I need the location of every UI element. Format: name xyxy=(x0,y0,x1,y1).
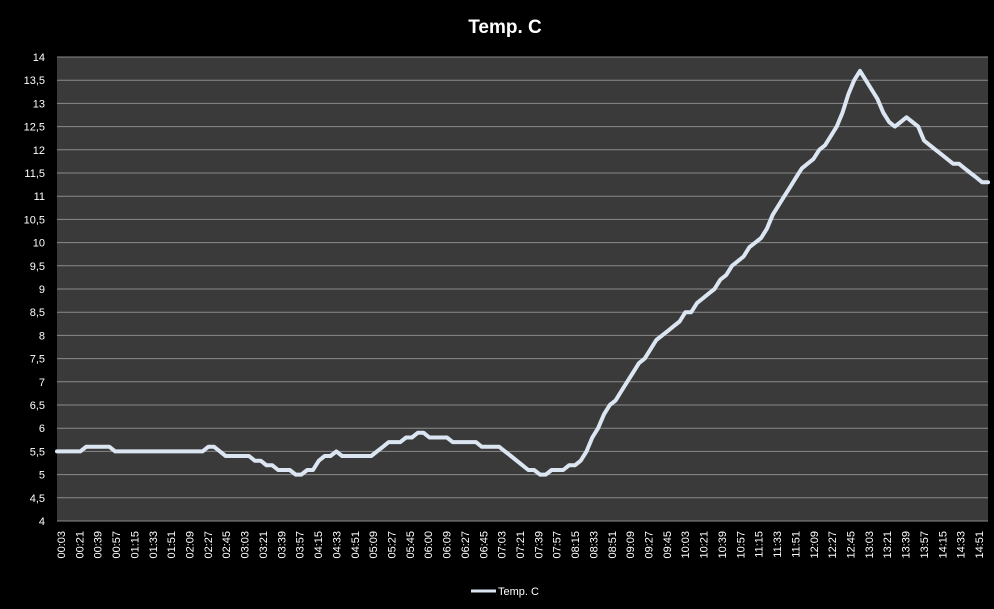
x-tick-label: 02:09 xyxy=(185,531,197,559)
x-tick-label: 12:45 xyxy=(845,531,857,559)
y-tick-label: 5 xyxy=(39,470,45,482)
y-tick-label: 6,5 xyxy=(30,400,45,412)
x-tick-label: 03:03 xyxy=(240,531,252,559)
y-tick-label: 13,5 xyxy=(24,75,45,87)
x-tick-label: 05:27 xyxy=(386,531,398,559)
x-tick-label: 03:39 xyxy=(276,531,288,559)
x-tick-label: 04:33 xyxy=(331,531,343,559)
y-tick-label: 12,5 xyxy=(24,122,45,134)
y-tick-label: 13 xyxy=(33,98,45,110)
x-tick-label: 06:00 xyxy=(423,531,435,559)
x-tick-label: 10:39 xyxy=(717,531,729,559)
x-tick-label: 02:27 xyxy=(203,531,215,559)
y-tick-label: 11 xyxy=(34,191,45,203)
x-tick-label: 02:45 xyxy=(221,531,233,559)
x-tick-label: 14:51 xyxy=(974,531,986,559)
y-tick-label: 5,5 xyxy=(30,446,45,458)
series-line-0 xyxy=(55,68,990,477)
x-tick-label: 09:27 xyxy=(644,531,656,559)
x-tick-label: 10:21 xyxy=(699,531,711,559)
gridlines xyxy=(57,56,988,522)
y-tick-label: 4 xyxy=(39,516,45,528)
x-tick-label: 01:51 xyxy=(166,531,178,559)
x-tick-label: 07:39 xyxy=(533,531,545,559)
x-tick-label: 05:45 xyxy=(405,531,417,559)
y-axis-ticks: 4 4,5 5 5,5 6 6,5 7 7,5 8 8,5 9 9,5 10 10,5 11 11,5 12 12… xyxy=(24,52,45,528)
x-tick-label: 07:57 xyxy=(552,531,564,559)
x-tick-label: 13:57 xyxy=(919,531,931,559)
y-tick-label: 12 xyxy=(33,145,45,157)
y-tick-label: 10,5 xyxy=(24,214,45,226)
series-layer xyxy=(55,68,990,477)
x-tick-label: 09:09 xyxy=(625,531,637,559)
y-tick-label: 7,5 xyxy=(30,354,45,366)
x-tick-label: 06:27 xyxy=(460,531,472,559)
x-tick-label: 10:57 xyxy=(735,531,747,559)
x-tick-label: 00:21 xyxy=(74,531,86,559)
y-tick-label: 9 xyxy=(39,284,45,296)
x-tick-label: 01:15 xyxy=(129,531,141,559)
x-axis-ticks: 00:03 00:21 00:39 00:57 01:15 01:33 01:51 02:09… xyxy=(56,531,986,559)
x-tick-label: 13:03 xyxy=(864,531,876,559)
x-tick-label: 12:27 xyxy=(827,531,839,559)
x-tick-label: 14:15 xyxy=(937,531,949,559)
y-tick-label: 11,5 xyxy=(24,168,45,180)
x-tick-label: 03:21 xyxy=(258,531,270,559)
x-tick-label: 08:33 xyxy=(588,531,600,559)
x-tick-label: 11:15 xyxy=(754,531,766,558)
y-tick-label: 14 xyxy=(33,52,45,64)
x-tick-label: 13:21 xyxy=(882,531,894,559)
legend-label: Temp. C xyxy=(498,586,539,598)
x-tick-label: 04:51 xyxy=(350,531,362,559)
x-tick-label: 08:51 xyxy=(607,531,619,559)
x-tick-label: 10:03 xyxy=(680,531,692,559)
y-tick-label: 7 xyxy=(39,377,45,389)
x-tick-label: 07:03 xyxy=(497,531,509,559)
x-tick-label: 11:33 xyxy=(772,531,784,558)
x-tick-label: 06:45 xyxy=(478,531,490,559)
y-tick-label: 6 xyxy=(39,423,45,435)
x-tick-label: 04:15 xyxy=(313,531,325,559)
legend: Temp. C xyxy=(471,586,539,598)
chart-title: Temp. C xyxy=(468,17,542,38)
x-tick-label: 00:03 xyxy=(56,531,68,559)
x-tick-label: 09:45 xyxy=(662,531,674,559)
x-tick-label: 11:51 xyxy=(790,531,802,558)
y-tick-label: 8 xyxy=(39,330,45,342)
x-tick-label: 00:39 xyxy=(93,531,105,559)
x-tick-label: 07:21 xyxy=(515,531,527,559)
y-tick-label: 8,5 xyxy=(30,307,45,319)
x-tick-label: 14:33 xyxy=(956,531,968,559)
x-tick-label: 12:09 xyxy=(809,531,821,559)
x-tick-label: 13:39 xyxy=(901,531,913,559)
x-tick-label: 06:09 xyxy=(442,531,454,559)
x-tick-label: 08:15 xyxy=(570,531,582,559)
x-tick-label: 00:57 xyxy=(111,531,123,559)
y-tick-label: 4,5 xyxy=(30,493,45,505)
y-tick-label: 9,5 xyxy=(30,261,45,273)
y-tick-label: 10 xyxy=(33,238,45,250)
x-tick-label: 03:57 xyxy=(295,531,307,559)
x-tick-label: 01:33 xyxy=(148,531,160,559)
x-tick-label: 05:09 xyxy=(368,531,380,559)
